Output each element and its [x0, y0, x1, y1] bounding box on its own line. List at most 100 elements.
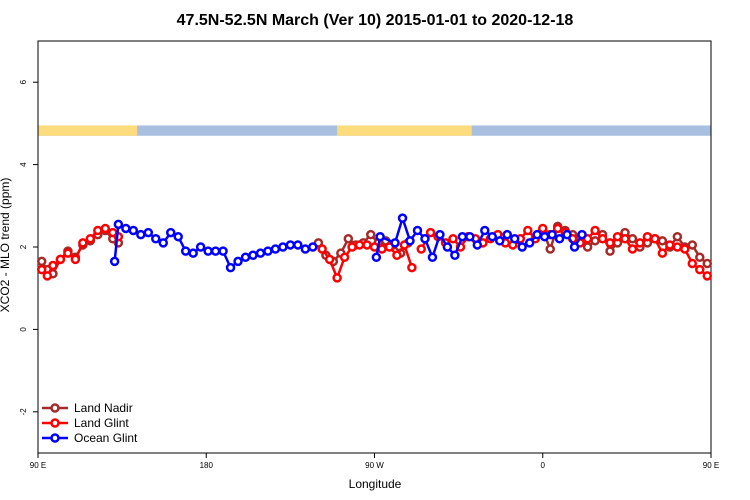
data-point	[665, 240, 675, 250]
data-point	[362, 240, 372, 250]
y-tick-label: 2	[19, 244, 28, 249]
data-point	[36, 264, 47, 275]
data-point	[702, 258, 713, 269]
data-point	[300, 244, 311, 254]
data-point	[113, 219, 124, 230]
data-point	[354, 240, 365, 250]
data-point	[517, 242, 527, 252]
data-point	[255, 248, 266, 258]
data-point	[347, 242, 357, 252]
data-point	[532, 229, 542, 240]
data-point	[687, 240, 698, 250]
legend-marker	[50, 433, 60, 443]
data-point	[590, 225, 600, 236]
legend-marker	[50, 418, 60, 428]
legend-item-ocean-glint: Ocean Glint	[42, 431, 138, 445]
data-point	[78, 238, 88, 248]
data-point	[285, 240, 296, 250]
data-point	[605, 246, 615, 256]
data-point	[42, 271, 53, 281]
data-point	[590, 236, 600, 246]
surface-type-band	[38, 125, 711, 136]
data-point	[371, 252, 382, 263]
data-point	[366, 229, 376, 240]
data-point	[165, 227, 176, 238]
data-point	[390, 238, 400, 248]
legend-marker	[50, 403, 60, 413]
data-point	[392, 250, 402, 260]
data-point	[695, 252, 705, 263]
data-point	[425, 227, 436, 238]
data-point	[487, 231, 498, 242]
y-axis-label: XCO2 - MLO trend (ppm)	[0, 178, 12, 313]
land-band-1	[337, 125, 472, 136]
data-point	[128, 225, 139, 236]
data-point	[502, 229, 512, 240]
land-band-0	[38, 125, 138, 136]
data-point	[36, 256, 47, 267]
x-tick-label: 0	[541, 461, 546, 470]
data-point	[450, 250, 460, 260]
legend-item-land-glint: Land Glint	[42, 416, 129, 430]
chart-title: 47.5N-52.5N March (Ver 10) 2015-01-01 to…	[177, 12, 574, 29]
data-point	[465, 231, 475, 242]
data-point	[442, 242, 453, 252]
data-point	[180, 246, 191, 256]
x-tick-label: 90 E	[703, 461, 719, 470]
data-point	[457, 231, 468, 242]
data-point	[523, 225, 533, 236]
data-point	[375, 231, 385, 242]
data-point	[416, 244, 426, 254]
x-tick-label: 90 W	[365, 461, 384, 470]
data-point	[509, 234, 520, 244]
data-point	[702, 271, 713, 281]
data-point	[577, 229, 587, 240]
data-point	[48, 260, 58, 271]
data-point	[480, 225, 490, 236]
data-point	[672, 231, 683, 242]
data-point	[407, 262, 417, 273]
data-point	[554, 234, 565, 244]
legend-item-land-nadir: Land Nadir	[42, 401, 133, 415]
data-point	[427, 252, 438, 263]
data-point	[85, 234, 96, 244]
x-tick-label: 180	[200, 461, 214, 470]
data-point	[582, 242, 593, 252]
data-point	[55, 254, 66, 265]
data-point	[650, 234, 660, 244]
y-tick-label: 4	[19, 162, 28, 167]
data-point	[524, 238, 535, 248]
data-point	[448, 234, 458, 244]
data-point	[278, 242, 288, 252]
data-point	[412, 225, 423, 236]
legend-label: Land Glint	[74, 416, 129, 430]
data-point	[597, 234, 608, 244]
data-point	[218, 246, 228, 256]
data-point	[657, 236, 668, 246]
data-point	[173, 231, 183, 242]
data-point	[657, 248, 668, 258]
y-tick-label: 0	[19, 327, 28, 332]
x-tick-label: 90 E	[30, 461, 46, 470]
data-point	[203, 246, 213, 256]
data-point	[70, 254, 81, 265]
data-point	[420, 234, 430, 244]
data-point	[552, 223, 563, 234]
data-point	[263, 246, 273, 256]
data-point	[240, 252, 251, 263]
data-point	[332, 273, 342, 283]
data-point	[545, 244, 555, 254]
data-point	[308, 242, 318, 252]
data-point	[605, 238, 615, 248]
series-ocean-glint	[109, 213, 587, 273]
data-point	[562, 229, 572, 240]
data-point	[324, 254, 335, 265]
data-point	[248, 250, 258, 260]
series-layer	[36, 213, 713, 283]
axis-ticks: 90 E 180 90 W 0 90 E -2 0 2 4 6	[19, 79, 719, 470]
data-point	[151, 234, 161, 244]
data-point	[687, 258, 698, 269]
data-point	[495, 236, 505, 246]
data-point	[343, 234, 354, 244]
data-point	[100, 223, 111, 234]
